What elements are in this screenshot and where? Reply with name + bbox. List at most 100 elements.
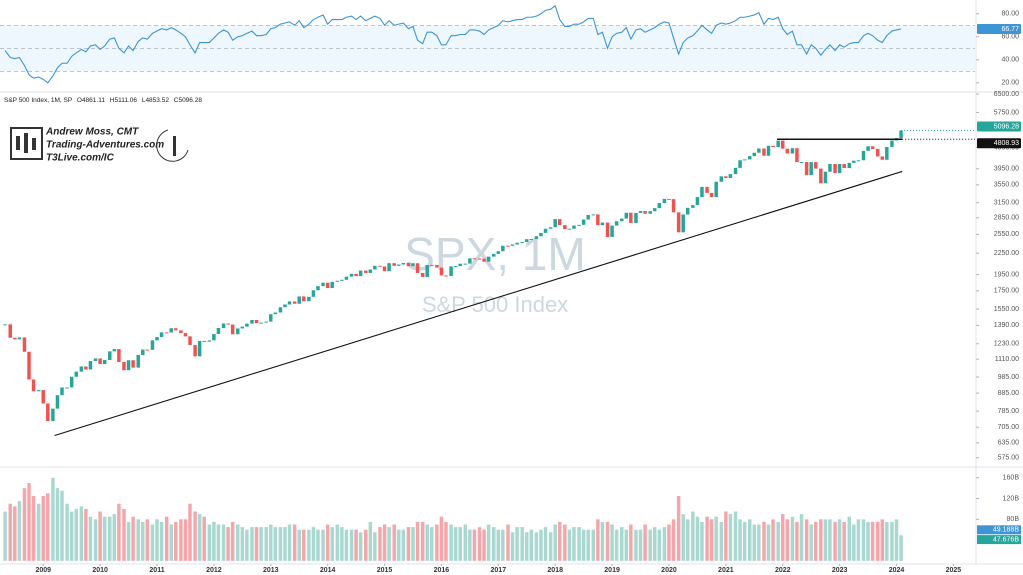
volume-bar: [766, 524, 771, 561]
y-tick-label: 2550.00: [994, 231, 1019, 238]
candle: [506, 245, 510, 247]
volume-bar: [392, 524, 396, 561]
volume-bar: [681, 514, 685, 561]
logo-candle: [16, 136, 20, 150]
volume-bar: [468, 529, 472, 561]
volume-bar: [714, 516, 718, 561]
candle: [411, 263, 415, 267]
candle: [610, 225, 614, 237]
candle: [292, 301, 297, 304]
y-tick-label: 2850.00: [994, 215, 1019, 222]
volume-bar: [287, 524, 292, 561]
candle: [747, 156, 752, 160]
candle: [700, 186, 704, 198]
candle: [321, 282, 325, 287]
candle: [8, 324, 12, 338]
volume-bar: [31, 495, 36, 561]
volume-bar: [164, 516, 169, 561]
volume-bar: [719, 521, 724, 561]
candle: [302, 296, 306, 302]
volume-bar: [46, 493, 50, 561]
candle: [492, 253, 496, 257]
volume-bar: [799, 514, 804, 561]
y-tick-label: 80B: [1007, 516, 1020, 523]
x-tick-label: 2020: [661, 567, 677, 574]
candle: [311, 290, 316, 297]
volume-bar: [373, 532, 377, 561]
volume-bar: [325, 524, 330, 561]
volume-bar: [216, 524, 221, 561]
volume-bar: [486, 524, 491, 561]
candle: [681, 214, 685, 233]
volume-bar: [866, 521, 870, 561]
volume-bar: [596, 519, 600, 561]
candle: [581, 219, 586, 225]
candle: [525, 239, 529, 243]
candle: [458, 263, 462, 267]
watermark-name: S&P 500 Index: [422, 292, 568, 317]
volume-bar: [202, 516, 206, 561]
candle: [174, 328, 178, 331]
candle: [55, 395, 60, 409]
volume-bar: [543, 527, 548, 561]
candle: [705, 186, 709, 193]
volume-bar: [691, 511, 695, 561]
candle: [93, 358, 98, 362]
volume-bar: [648, 529, 652, 561]
volume-bar: [226, 527, 230, 561]
volume-bar: [51, 477, 55, 561]
volume-bar: [842, 521, 846, 561]
candle: [51, 408, 55, 421]
y-tick-label: 2250.00: [994, 250, 1019, 257]
volume-bar: [482, 529, 486, 561]
candle: [880, 156, 885, 160]
volume-bar: [245, 529, 249, 561]
volume-bar: [387, 527, 391, 561]
y-tick-label: 3950.00: [994, 166, 1019, 173]
candle: [449, 266, 453, 277]
volume-bar: [553, 524, 557, 561]
volume-bar: [520, 527, 524, 561]
logo-i: [173, 136, 176, 156]
volume-bar: [193, 511, 197, 561]
volume-bar: [88, 516, 93, 561]
volume-bar: [316, 529, 320, 561]
candle: [638, 211, 643, 213]
volume-bar: [847, 516, 852, 561]
y-tick-label: 1950.00: [994, 271, 1019, 278]
volume-bar: [614, 529, 619, 561]
volume-bar: [496, 529, 501, 561]
volume-last-box: [977, 525, 1021, 535]
volume-ma-label: 47.676B: [993, 536, 1019, 543]
candle: [193, 345, 197, 357]
volume-bar: [122, 508, 126, 561]
logo-site: Trading-Adventures.com: [46, 140, 164, 151]
candle: [776, 140, 780, 147]
volume-bar: [141, 521, 145, 561]
volume-bar: [358, 532, 363, 561]
volume-bar: [74, 508, 78, 561]
volume-bar: [823, 519, 828, 561]
candle: [691, 205, 695, 208]
volume-bar: [415, 521, 420, 561]
candle: [563, 225, 567, 230]
candle: [885, 146, 889, 160]
candle: [36, 390, 41, 392]
candle: [155, 337, 159, 341]
volume-bar: [685, 519, 690, 561]
volume-bar: [55, 488, 60, 561]
logo: Andrew Moss, CMT Trading-Adventures.com …: [10, 127, 189, 164]
volume-bar: [605, 521, 610, 561]
candle: [150, 340, 155, 350]
candle: [605, 222, 610, 237]
candle: [738, 160, 742, 168]
candle: [382, 266, 387, 272]
volume-bar: [809, 524, 813, 561]
candle: [335, 280, 340, 282]
volume-bar: [776, 521, 780, 561]
volume-bar: [534, 532, 539, 561]
volume-bar: [344, 529, 349, 561]
candle: [558, 219, 562, 226]
candle: [22, 337, 27, 352]
y-tick-label: 575.00: [998, 455, 1020, 462]
